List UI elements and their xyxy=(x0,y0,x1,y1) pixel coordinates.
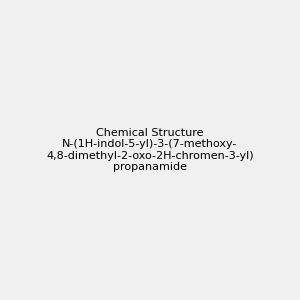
Text: Chemical Structure
N-(1H-indol-5-yl)-3-(7-methoxy-
4,8-dimethyl-2-oxo-2H-chromen: Chemical Structure N-(1H-indol-5-yl)-3-(… xyxy=(46,128,254,172)
